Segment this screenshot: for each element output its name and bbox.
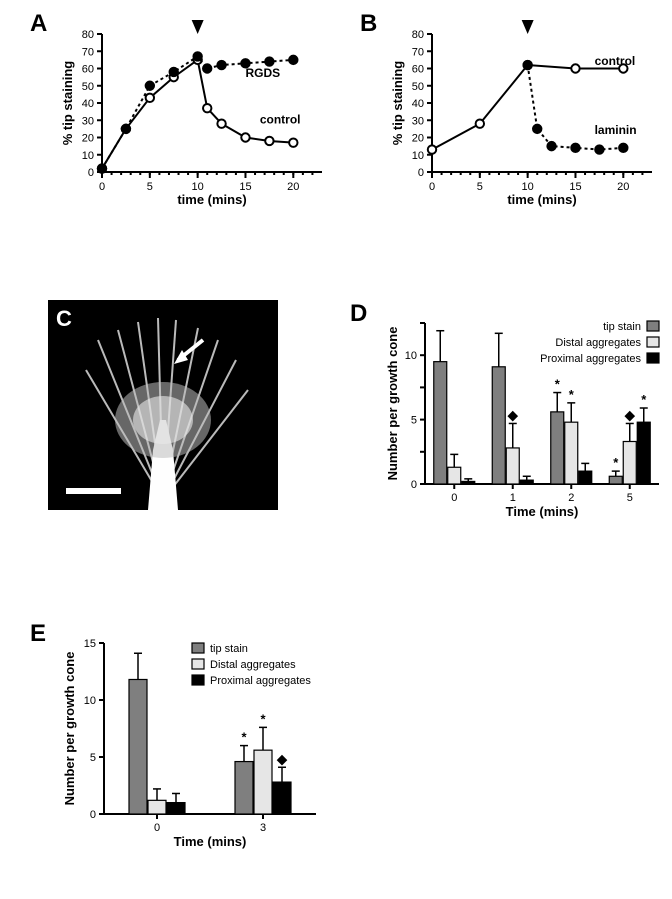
panel-c-image: C [48, 300, 278, 510]
panel-b-chart: 0102030405060708005101520% tip stainingt… [390, 20, 660, 210]
svg-text:0: 0 [88, 167, 94, 179]
svg-text:*: * [555, 377, 561, 392]
svg-text:30: 30 [82, 115, 94, 127]
panel-e-label: E [30, 620, 46, 648]
svg-text:70: 70 [82, 46, 94, 58]
svg-text:80: 80 [412, 29, 424, 41]
panel-a-chart: 0102030405060708005101520% tip stainingt… [60, 20, 330, 210]
svg-text:tip stain: tip stain [210, 643, 248, 655]
svg-text:50: 50 [82, 81, 94, 93]
svg-text:% tip staining: % tip staining [390, 61, 405, 146]
svg-text:*: * [241, 730, 247, 745]
svg-text:20: 20 [412, 133, 424, 145]
svg-text:◆: ◆ [624, 407, 636, 422]
svg-text:0: 0 [411, 479, 417, 491]
svg-text:Proximal aggregates: Proximal aggregates [540, 353, 641, 365]
svg-text:2: 2 [568, 492, 574, 504]
svg-text:20: 20 [287, 181, 299, 193]
svg-text:0: 0 [451, 492, 457, 504]
svg-text:0: 0 [418, 167, 424, 179]
panel-e-chart: 0 5 10 15 Number per growth cone Time (mins) 0… [62, 635, 322, 850]
svg-text:tip stain: tip stain [603, 321, 641, 333]
panel-d-label: D [350, 300, 367, 328]
panel-a-label: A [30, 10, 47, 38]
svg-text:Time (mins): Time (mins) [506, 504, 579, 519]
svg-text:10: 10 [405, 350, 417, 362]
svg-text:5: 5 [90, 752, 96, 764]
svg-text:% tip staining: % tip staining [60, 61, 75, 146]
svg-text:*: * [569, 387, 575, 402]
svg-text:80: 80 [82, 29, 94, 41]
svg-text:20: 20 [82, 133, 94, 145]
svg-text:3: 3 [260, 822, 266, 834]
svg-text:70: 70 [412, 46, 424, 58]
panel-b-label: B [360, 10, 377, 38]
svg-text:5: 5 [411, 415, 417, 427]
svg-text:Distal aggregates: Distal aggregates [555, 337, 641, 349]
svg-text:control: control [595, 54, 636, 68]
svg-text:10: 10 [82, 150, 94, 162]
svg-text:10: 10 [84, 695, 96, 707]
svg-text:Number per growth cone: Number per growth cone [62, 652, 77, 806]
svg-text:5: 5 [477, 181, 483, 193]
svg-text:0: 0 [90, 809, 96, 821]
svg-text:20: 20 [617, 181, 629, 193]
svg-text:40: 40 [412, 98, 424, 110]
svg-text:60: 60 [82, 64, 94, 76]
svg-text:1: 1 [510, 492, 516, 504]
svg-text:15: 15 [84, 638, 96, 650]
svg-text:40: 40 [82, 98, 94, 110]
svg-text:0: 0 [154, 822, 160, 834]
svg-text:Proximal aggregates: Proximal aggregates [210, 675, 311, 687]
svg-text:30: 30 [412, 115, 424, 127]
svg-text:Time (mins): Time (mins) [174, 834, 247, 849]
svg-text:◆: ◆ [507, 407, 519, 422]
svg-text:0: 0 [99, 181, 105, 193]
svg-text:0: 0 [429, 181, 435, 193]
svg-text:10: 10 [412, 150, 424, 162]
svg-text:Distal aggregates: Distal aggregates [210, 659, 296, 671]
svg-text:control: control [260, 113, 301, 127]
svg-text:*: * [641, 392, 647, 407]
svg-text:time (mins): time (mins) [177, 192, 246, 207]
svg-text:RGDS: RGDS [245, 66, 280, 80]
svg-text:*: * [613, 455, 619, 470]
panel-c-label: C [56, 306, 72, 332]
svg-text:laminin: laminin [595, 123, 637, 137]
svg-text:Number per growth cone: Number per growth cone [385, 327, 400, 481]
panel-d-chart: 0 5 10 Number per growth cone Time (mins) 0 1 ◆… [385, 315, 665, 520]
svg-text:time (mins): time (mins) [507, 192, 576, 207]
svg-text:60: 60 [412, 64, 424, 76]
svg-text:5: 5 [627, 492, 633, 504]
svg-text:*: * [260, 711, 266, 726]
svg-text:50: 50 [412, 81, 424, 93]
svg-text:5: 5 [147, 181, 153, 193]
svg-text:◆: ◆ [276, 751, 288, 766]
